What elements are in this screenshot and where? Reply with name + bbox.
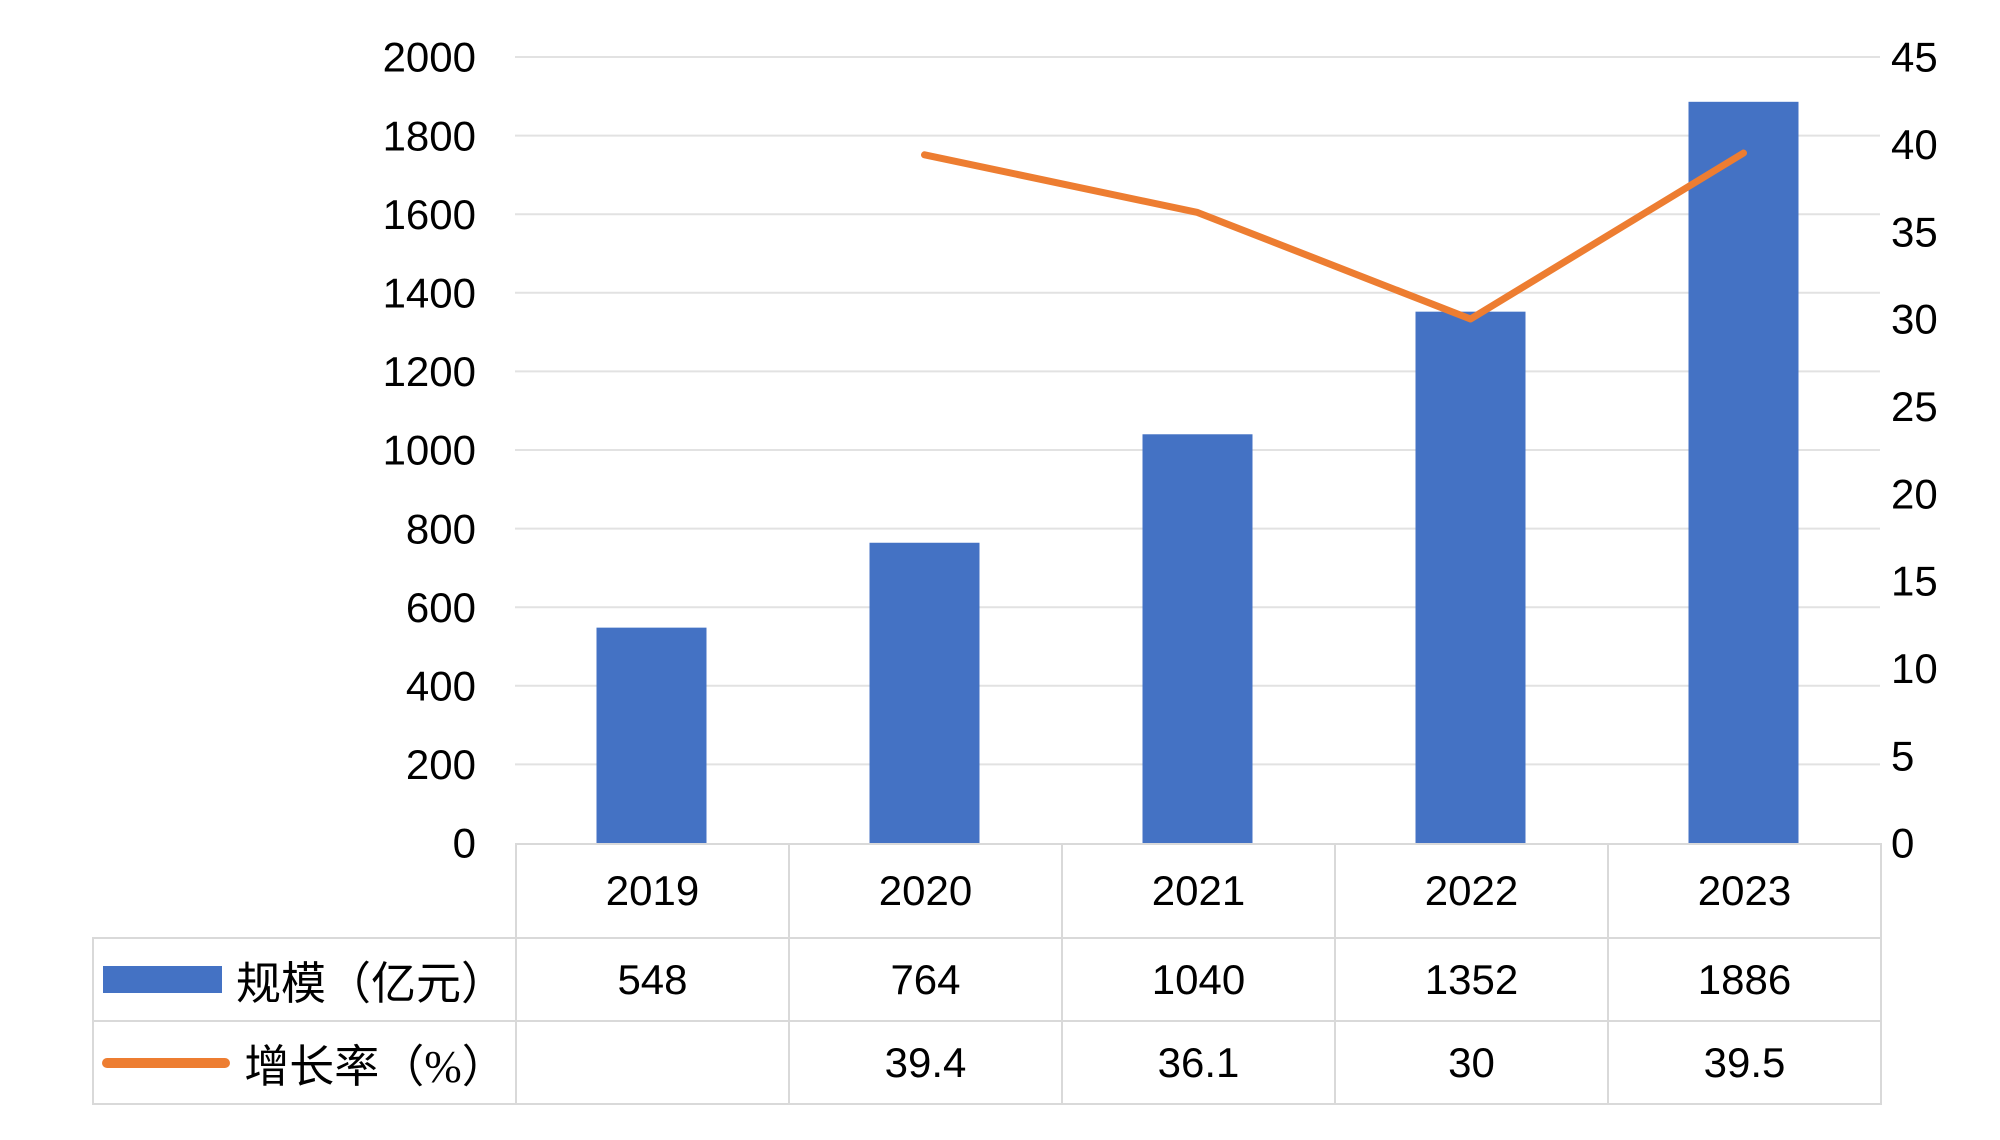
left-axis-tick-label: 1200 xyxy=(383,348,476,395)
bar-2021 xyxy=(1142,434,1253,843)
value-cell: 36.1 xyxy=(1061,1020,1336,1105)
left-axis-tick-label: 2000 xyxy=(383,34,476,81)
year-cell: 2021 xyxy=(1061,843,1336,939)
right-axis-tick-label: 30 xyxy=(1891,296,1938,343)
line-series-legend: 增长率（%） xyxy=(94,1030,515,1095)
bar-series-row: 规模（亿元） 548 764 1040 1352 1886 xyxy=(92,937,1882,1022)
year-cell: 2020 xyxy=(788,843,1063,939)
left-axis-tick-label: 1000 xyxy=(383,427,476,474)
bar-series-legend-cell: 规模（亿元） xyxy=(92,937,517,1022)
right-axis-tick-label: 40 xyxy=(1891,121,1938,168)
bar-series-legend: 规模（亿元） xyxy=(94,947,515,1012)
value-cell: 30 xyxy=(1334,1020,1609,1105)
bar-2020 xyxy=(869,542,980,843)
left-axis-tick-label: 1800 xyxy=(383,112,476,159)
bar-series-label: 规模（亿元） xyxy=(235,959,506,1009)
bar-2019 xyxy=(596,627,707,843)
right-axis-tick-label: 20 xyxy=(1891,470,1938,517)
right-axis-tick-label: 45 xyxy=(1891,34,1938,81)
year-cell: 2023 xyxy=(1607,843,1882,939)
bar-2023 xyxy=(1688,101,1799,843)
line-series-swatch xyxy=(102,1057,231,1068)
growth-rate-line xyxy=(921,149,1747,323)
year-cell: 2022 xyxy=(1334,843,1609,939)
left-axis-tick-label: 200 xyxy=(406,741,476,788)
value-cell: 1040 xyxy=(1061,937,1336,1022)
right-axis-tick-label: 5 xyxy=(1891,732,1914,779)
line-series-legend-cell: 增长率（%） xyxy=(92,1020,517,1105)
right-axis-tick-label: 25 xyxy=(1891,383,1938,430)
left-axis-tick-label: 1600 xyxy=(383,191,476,238)
year-cell: 2019 xyxy=(515,843,790,939)
empty-corner-cell xyxy=(93,844,516,938)
left-axis-tick-label: 0 xyxy=(453,820,476,867)
left-axis-tick-label: 400 xyxy=(406,663,476,710)
value-cell xyxy=(515,1020,790,1105)
right-axis-tick-label: 15 xyxy=(1891,558,1938,605)
right-axis-tick-label: 35 xyxy=(1891,208,1938,255)
value-cell: 39.5 xyxy=(1607,1020,1882,1105)
right-axis-tick-label: 0 xyxy=(1891,820,1914,867)
year-header-row: 2019 2020 2021 2022 2023 xyxy=(93,843,1882,939)
left-axis-tick-label: 1400 xyxy=(383,270,476,317)
line-series-label: 增长率（%） xyxy=(244,1042,507,1092)
line-series-row: 增长率（%） 39.4 36.1 30 39.5 xyxy=(92,1020,1882,1105)
bar-2022 xyxy=(1415,311,1526,843)
bar-series-swatch xyxy=(102,966,222,993)
value-cell: 764 xyxy=(788,937,1063,1022)
data-table: 2019 2020 2021 2022 2023 规模（亿元） 548 764 … xyxy=(92,843,1882,1105)
value-cell: 1886 xyxy=(1607,937,1882,1022)
left-axis-tick-label: 600 xyxy=(406,584,476,631)
value-cell: 1352 xyxy=(1334,937,1609,1022)
right-axis-tick-label: 10 xyxy=(1891,645,1938,692)
left-axis-tick-label: 800 xyxy=(406,505,476,552)
value-cell: 39.4 xyxy=(788,1020,1063,1105)
value-cell: 548 xyxy=(515,937,790,1022)
